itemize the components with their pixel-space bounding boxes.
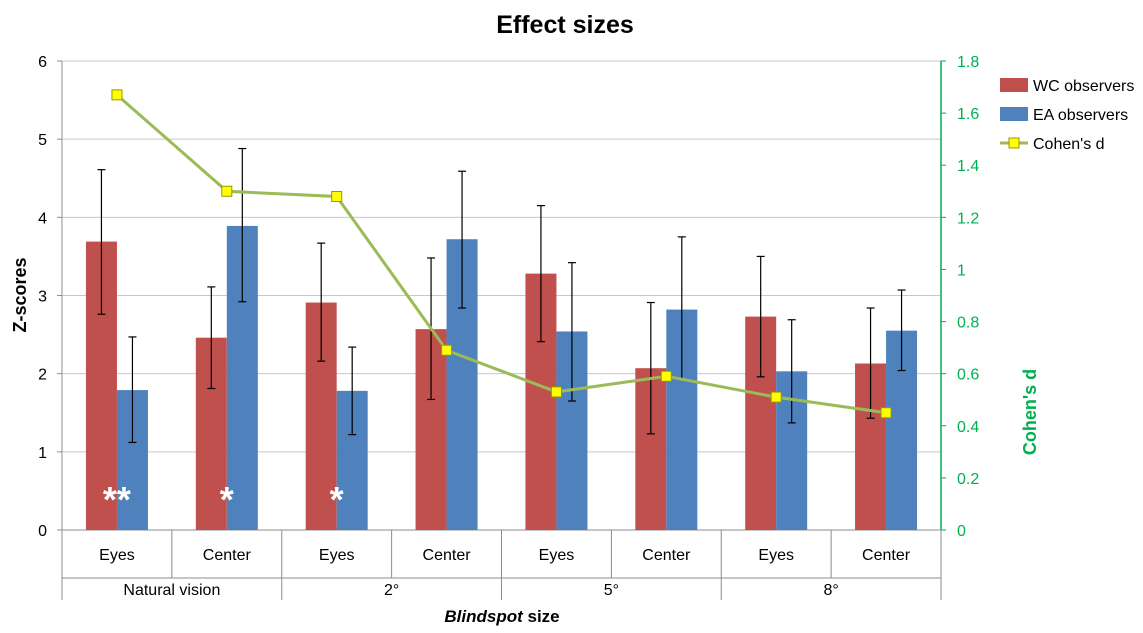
y-tick-label: 2 (38, 367, 47, 384)
legend-label: WC observers (1033, 78, 1134, 95)
y-tick-label: 1 (38, 445, 47, 462)
y2-tick-label: 1.2 (957, 210, 979, 227)
x-tick-label: Eyes (319, 547, 355, 564)
cohens-d-marker (331, 190, 343, 202)
y2-tick-label: 0.8 (957, 315, 979, 332)
significance-annotation: ** (103, 479, 131, 520)
y2-tick-label: 0.6 (957, 367, 979, 384)
group-label: 8° (823, 582, 838, 599)
chart-title: Effect sizes (496, 11, 634, 39)
y-tick-label: 3 (38, 289, 47, 306)
cohens-d-marker (770, 391, 782, 403)
group-label: Natural vision (123, 582, 220, 599)
group-label: 2° (384, 582, 399, 599)
y-axis-title: Z-scores (10, 257, 30, 332)
y2-tick-label: 0.4 (957, 419, 979, 436)
cohens-d-marker (660, 370, 672, 382)
cohens-d-marker (441, 344, 453, 356)
y2-tick-label: 1.6 (957, 106, 979, 123)
y-tick-label: 4 (38, 210, 47, 227)
legend-label: EA observers (1033, 107, 1128, 124)
legend-swatch (1000, 107, 1028, 121)
x-axis-title-italic: Blindspot (444, 607, 524, 626)
y2-tick-label: 1.8 (957, 54, 979, 71)
plot-area: 0 1 2 3 4 5 6 0 0.2 0.4 0.6 0.8 1 1.2 1.4 1.6 1.8 Eyes Cen… (38, 54, 979, 600)
significance-annotation: * (330, 479, 344, 520)
cohens-d-marker (880, 407, 892, 419)
x-tick-label: Eyes (99, 547, 135, 564)
x-tick-label: Center (423, 547, 472, 564)
x-axis-title-rest: size (523, 607, 560, 626)
x-tick-label: Eyes (758, 547, 794, 564)
legend-label: Cohen's d (1033, 136, 1105, 153)
legend-swatch (1000, 78, 1028, 92)
x-axis-title: Blindspot size (444, 607, 559, 626)
group-label: 5° (604, 582, 619, 599)
cohens-d-marker (221, 185, 233, 197)
y-tick-label: 0 (38, 523, 47, 540)
y2-axis-title: Cohen's d (1020, 369, 1040, 455)
x-tick-label: Center (203, 547, 252, 564)
x-tick-label: Eyes (539, 547, 575, 564)
y2-tick-label: 0.2 (957, 471, 979, 488)
cohens-d-marker (550, 386, 562, 398)
y-tick-label: 6 (38, 54, 47, 71)
legend-marker-swatch (1008, 137, 1020, 149)
y2-tick-label: 1 (957, 262, 966, 279)
x-tick-label: Center (862, 547, 911, 564)
cohens-d-line (115, 93, 887, 415)
y2-tick-label: 1.4 (957, 158, 979, 175)
y2-tick-label: 0 (957, 523, 966, 540)
x-tick-label: Center (642, 547, 691, 564)
y-tick-label: 5 (38, 132, 47, 149)
cohens-d-marker (111, 89, 123, 101)
legend: WC observers EA observers Cohen's d (1000, 78, 1134, 153)
significance-annotation: * (220, 479, 234, 520)
